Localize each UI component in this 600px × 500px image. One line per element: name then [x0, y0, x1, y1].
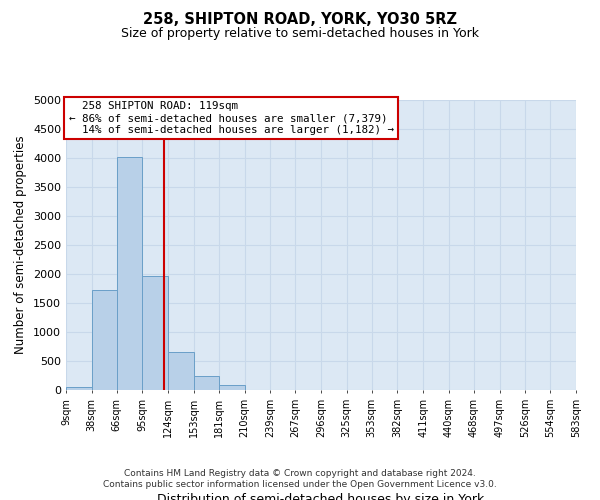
Bar: [168, 352, 194, 390]
Bar: [92, 290, 116, 390]
Text: Contains HM Land Registry data © Crown copyright and database right 2024.: Contains HM Land Registry data © Crown c…: [124, 468, 476, 477]
X-axis label: Distribution of semi-detached houses by size in York: Distribution of semi-detached houses by …: [157, 492, 485, 500]
Bar: [116, 157, 142, 390]
Bar: [219, 386, 245, 390]
Text: Size of property relative to semi-detached houses in York: Size of property relative to semi-detach…: [121, 28, 479, 40]
Bar: [66, 387, 92, 390]
Bar: [194, 376, 219, 390]
Y-axis label: Number of semi-detached properties: Number of semi-detached properties: [14, 136, 28, 354]
Bar: [142, 276, 168, 390]
Text: 258, SHIPTON ROAD, YORK, YO30 5RZ: 258, SHIPTON ROAD, YORK, YO30 5RZ: [143, 12, 457, 28]
Text: 258 SHIPTON ROAD: 119sqm
← 86% of semi-detached houses are smaller (7,379)
  14%: 258 SHIPTON ROAD: 119sqm ← 86% of semi-d…: [68, 102, 394, 134]
Text: Contains public sector information licensed under the Open Government Licence v3: Contains public sector information licen…: [103, 480, 497, 489]
